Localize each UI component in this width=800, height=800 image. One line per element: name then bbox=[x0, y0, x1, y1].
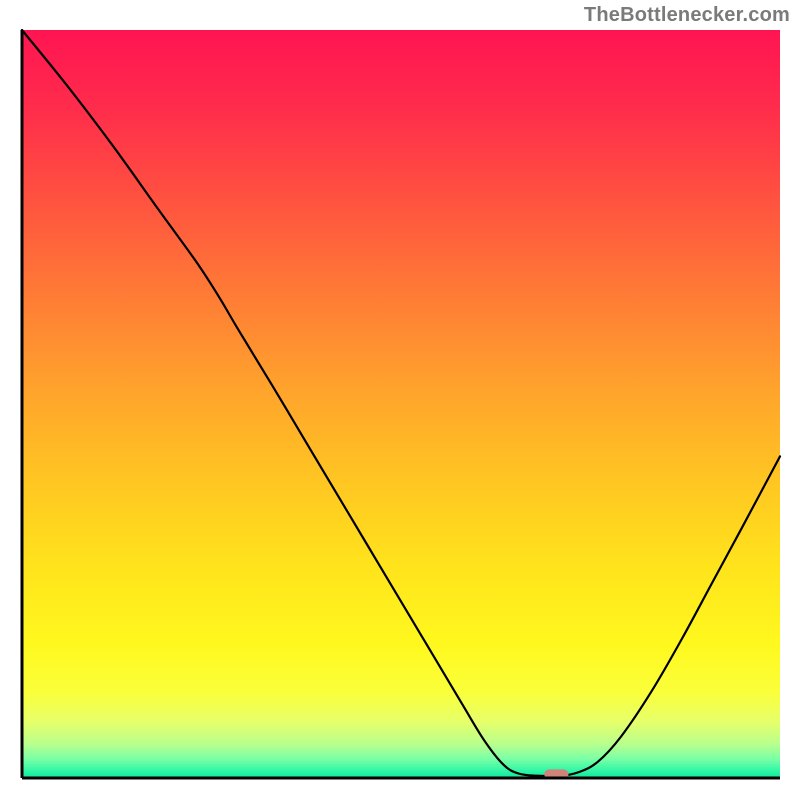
chart-container: TheBottlenecker.com bbox=[0, 0, 800, 800]
watermark-text: TheBottlenecker.com bbox=[584, 4, 790, 27]
bottleneck-curve-plot bbox=[0, 0, 800, 800]
